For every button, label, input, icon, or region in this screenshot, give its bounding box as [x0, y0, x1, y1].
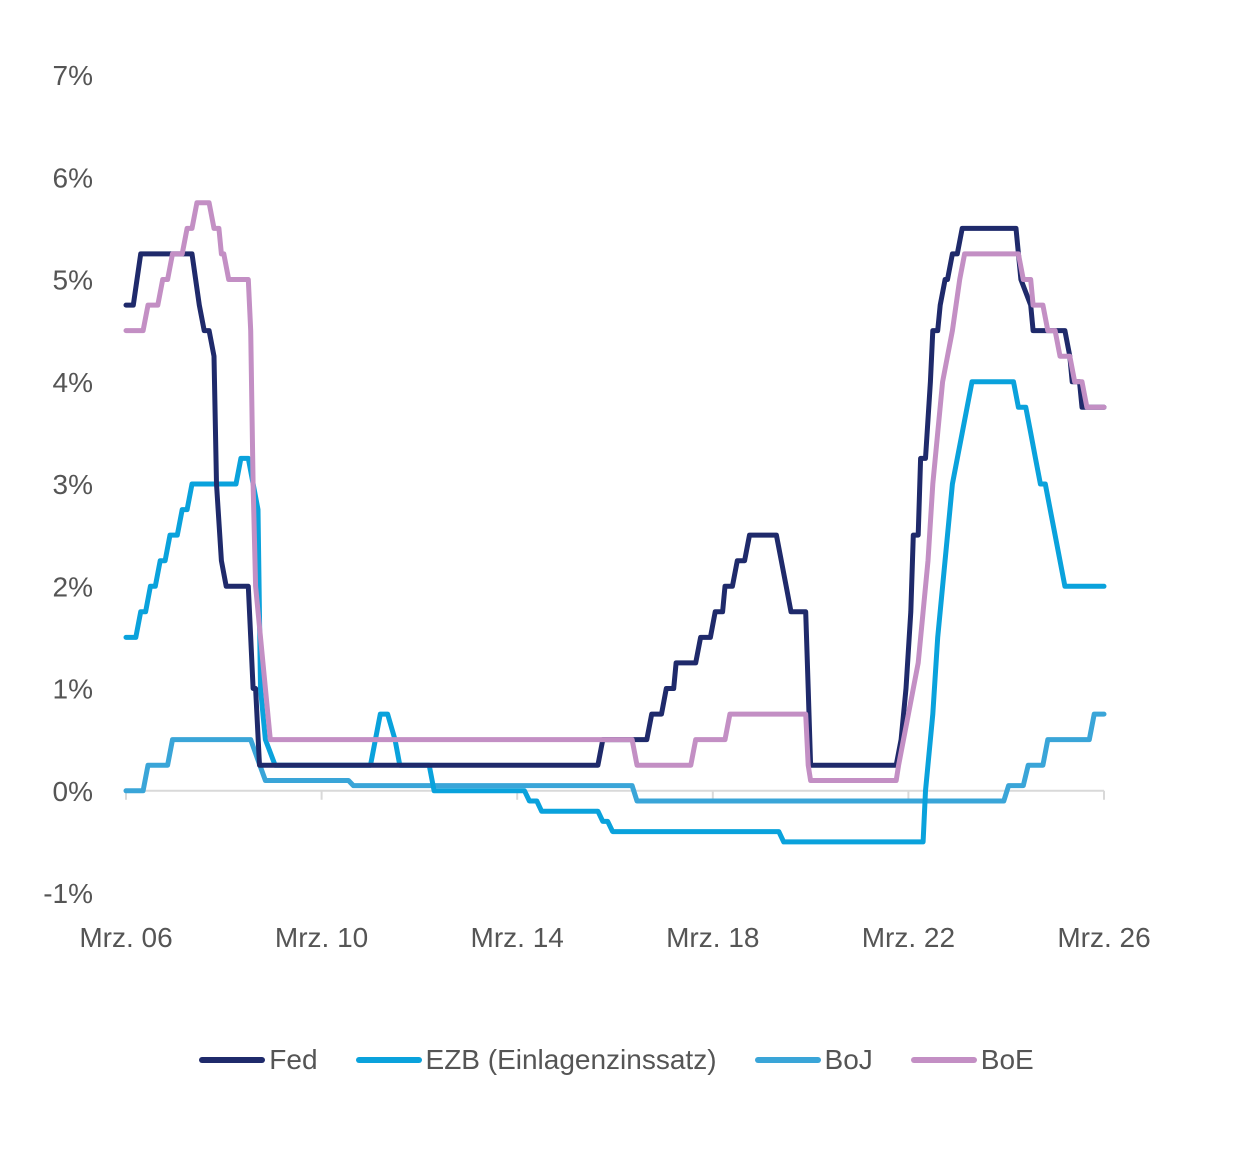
series-line-boe: [123, 200, 1107, 783]
y-tick-label: 2%: [53, 571, 93, 602]
series-line-ezb: [123, 379, 1107, 845]
legend-label-ezb: EZB (Einlagenzinssatz): [425, 1044, 717, 1075]
legend-label-boe: BoE: [980, 1044, 1034, 1075]
y-tick-label: 7%: [53, 60, 93, 91]
y-tick-label: 3%: [53, 469, 93, 500]
legend-item-fed: Fed: [199, 1044, 318, 1076]
x-tick-label: Mrz. 10: [275, 922, 368, 953]
y-tick-label: 0%: [53, 776, 93, 807]
legend-label-boj: BoJ: [824, 1044, 873, 1075]
series-line-boj: [123, 711, 1107, 804]
chart-legend: Fed EZB (Einlagenzinssatz) BoJ BoE: [0, 1038, 1233, 1082]
x-axis-ticks: [125, 790, 1105, 800]
legend-item-boj: BoJ: [754, 1044, 873, 1076]
x-tick-label: Mrz. 22: [862, 922, 955, 953]
legend-swatch-boj: [754, 1057, 821, 1063]
y-axis-tick-labels: -1% 0% 1% 2% 3% 4% 5% 6% 7%: [43, 60, 93, 909]
legend-swatch-fed: [199, 1057, 266, 1063]
x-tick-label: Mrz. 14: [471, 922, 564, 953]
x-tick-label: Mrz. 18: [666, 922, 759, 953]
legend-swatch-ezb: [355, 1057, 422, 1063]
legend-item-ezb: EZB (Einlagenzinssatz): [355, 1044, 717, 1076]
y-tick-label: -1%: [43, 878, 93, 909]
policy-rate-line-chart: -1% 0% 1% 2% 3% 4% 5% 6% 7% Mrz. 06 Mrz. 10 Mrz. 1…: [43, 60, 1150, 953]
y-tick-label: 1%: [53, 674, 93, 705]
y-tick-label: 6%: [53, 162, 93, 193]
legend-swatch-boe: [910, 1057, 977, 1063]
series-lines: [123, 200, 1107, 845]
series-line-fed: [123, 225, 1107, 768]
legend-label-fed: Fed: [269, 1044, 318, 1075]
x-axis-tick-labels: Mrz. 06 Mrz. 10 Mrz. 14 Mrz. 18 Mrz. 22 Mrz. …: [79, 922, 1150, 953]
legend-item-boe: BoE: [910, 1044, 1034, 1076]
x-tick-label: Mrz. 06: [79, 922, 172, 953]
y-tick-label: 4%: [53, 367, 93, 398]
x-tick-label: Mrz. 26: [1057, 922, 1150, 953]
y-tick-label: 5%: [53, 265, 93, 296]
